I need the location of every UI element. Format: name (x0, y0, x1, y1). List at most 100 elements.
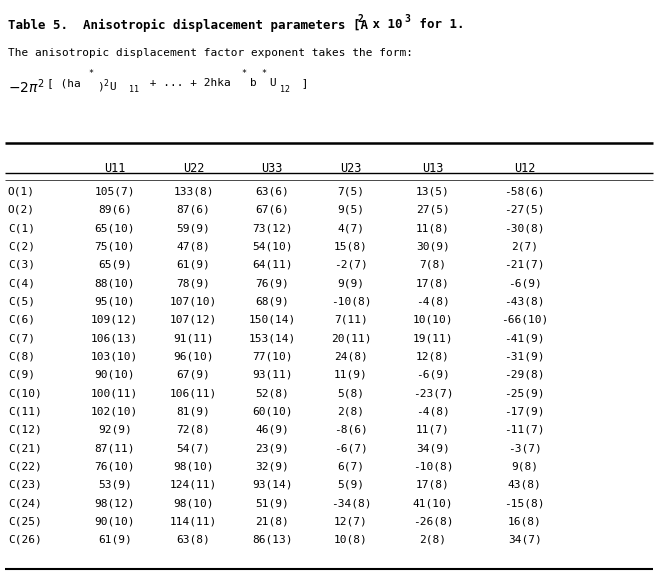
Text: -58(6): -58(6) (504, 187, 545, 196)
Text: 16(8): 16(8) (508, 516, 542, 526)
Text: U11: U11 (104, 162, 125, 176)
Text: 91(11): 91(11) (173, 333, 214, 343)
Text: 68(9): 68(9) (255, 297, 289, 306)
Text: -8(6): -8(6) (334, 425, 368, 435)
Text: 107(12): 107(12) (170, 315, 217, 325)
Text: 86(13): 86(13) (252, 535, 293, 545)
Text: 15(8): 15(8) (334, 241, 368, 252)
Text: 47(8): 47(8) (176, 241, 211, 252)
Text: )$^{2}$U: )$^{2}$U (97, 78, 117, 96)
Text: 75(10): 75(10) (94, 241, 135, 252)
Text: 63(6): 63(6) (255, 187, 289, 196)
Text: + ... + 2hka: + ... + 2hka (143, 78, 231, 88)
Text: C(5): C(5) (8, 297, 35, 306)
Text: -15(8): -15(8) (504, 498, 545, 508)
Text: for 1.: for 1. (412, 18, 464, 32)
Text: 59(9): 59(9) (176, 223, 211, 233)
Text: O(2): O(2) (8, 205, 35, 215)
Text: -30(8): -30(8) (504, 223, 545, 233)
Text: 73(12): 73(12) (252, 223, 293, 233)
Text: 2(8): 2(8) (337, 407, 365, 416)
Text: 7(8): 7(8) (419, 260, 447, 270)
Text: 12(7): 12(7) (334, 516, 368, 526)
Text: 63(8): 63(8) (176, 535, 211, 545)
Text: 114(11): 114(11) (170, 516, 217, 526)
Text: -34(8): -34(8) (331, 498, 371, 508)
Text: 98(10): 98(10) (173, 498, 214, 508)
Text: -41(9): -41(9) (504, 333, 545, 343)
Text: 93(11): 93(11) (252, 370, 293, 380)
Text: 124(11): 124(11) (170, 480, 217, 490)
Text: 24(8): 24(8) (334, 351, 368, 362)
Text: 64(11): 64(11) (252, 260, 293, 270)
Text: C(12): C(12) (8, 425, 41, 435)
Text: 12(8): 12(8) (416, 351, 450, 362)
Text: 19(11): 19(11) (413, 333, 453, 343)
Text: C(25): C(25) (8, 516, 41, 526)
Text: 2(8): 2(8) (419, 535, 447, 545)
Text: 5(9): 5(9) (337, 480, 365, 490)
Text: C(11): C(11) (8, 407, 41, 416)
Text: -27(5): -27(5) (504, 205, 545, 215)
Text: -25(9): -25(9) (504, 388, 545, 398)
Text: -6(9): -6(9) (508, 278, 542, 288)
Text: 54(10): 54(10) (252, 241, 293, 252)
Text: x 10: x 10 (365, 18, 403, 32)
Text: 10(8): 10(8) (334, 535, 368, 545)
Text: 153(14): 153(14) (249, 333, 296, 343)
Text: O(1): O(1) (8, 187, 35, 196)
Text: -4(8): -4(8) (416, 297, 450, 306)
Text: 53(9): 53(9) (98, 480, 132, 490)
Text: 54(7): 54(7) (176, 443, 211, 453)
Text: 67(9): 67(9) (176, 370, 211, 380)
Text: *: * (261, 69, 266, 78)
Text: C(8): C(8) (8, 351, 35, 362)
Text: 7(5): 7(5) (337, 187, 365, 196)
Text: 102(10): 102(10) (91, 407, 138, 416)
Text: -3(7): -3(7) (508, 443, 542, 453)
Text: 107(10): 107(10) (170, 297, 217, 306)
Text: 72(8): 72(8) (176, 425, 211, 435)
Text: 98(10): 98(10) (173, 461, 214, 471)
Text: U13: U13 (422, 162, 443, 176)
Text: 5(8): 5(8) (337, 388, 365, 398)
Text: 27(5): 27(5) (416, 205, 450, 215)
Text: C(6): C(6) (8, 315, 35, 325)
Text: 30(9): 30(9) (416, 241, 450, 252)
Text: C(24): C(24) (8, 498, 41, 508)
Text: 106(13): 106(13) (91, 333, 138, 343)
Text: -11(7): -11(7) (504, 425, 545, 435)
Text: C(9): C(9) (8, 370, 35, 380)
Text: 52(8): 52(8) (255, 388, 289, 398)
Text: -6(9): -6(9) (416, 370, 450, 380)
Text: *: * (88, 69, 93, 78)
Text: 60(10): 60(10) (252, 407, 293, 416)
Text: C(22): C(22) (8, 461, 41, 471)
Text: 11: 11 (129, 85, 138, 94)
Text: 96(10): 96(10) (173, 351, 214, 362)
Text: 6(7): 6(7) (337, 461, 365, 471)
Text: 2(7): 2(7) (511, 241, 539, 252)
Text: 34(9): 34(9) (416, 443, 450, 453)
Text: -23(7): -23(7) (413, 388, 453, 398)
Text: 106(11): 106(11) (170, 388, 217, 398)
Text: 61(9): 61(9) (176, 260, 211, 270)
Text: 17(8): 17(8) (416, 480, 450, 490)
Text: 11(8): 11(8) (416, 223, 450, 233)
Text: -21(7): -21(7) (504, 260, 545, 270)
Text: 89(6): 89(6) (98, 205, 132, 215)
Text: 7(11): 7(11) (334, 315, 368, 325)
Text: 76(9): 76(9) (255, 278, 289, 288)
Text: 9(9): 9(9) (337, 278, 365, 288)
Text: 61(9): 61(9) (98, 535, 132, 545)
Text: 32(9): 32(9) (255, 461, 289, 471)
Text: 46(9): 46(9) (255, 425, 289, 435)
Text: 11(9): 11(9) (334, 370, 368, 380)
Text: b: b (250, 78, 256, 88)
Text: C(26): C(26) (8, 535, 41, 545)
Text: 23(9): 23(9) (255, 443, 289, 453)
Text: 100(11): 100(11) (91, 388, 138, 398)
Text: 41(10): 41(10) (413, 498, 453, 508)
Text: 34(7): 34(7) (508, 535, 542, 545)
Text: The anisotropic displacement factor exponent takes the form:: The anisotropic displacement factor expo… (8, 48, 413, 58)
